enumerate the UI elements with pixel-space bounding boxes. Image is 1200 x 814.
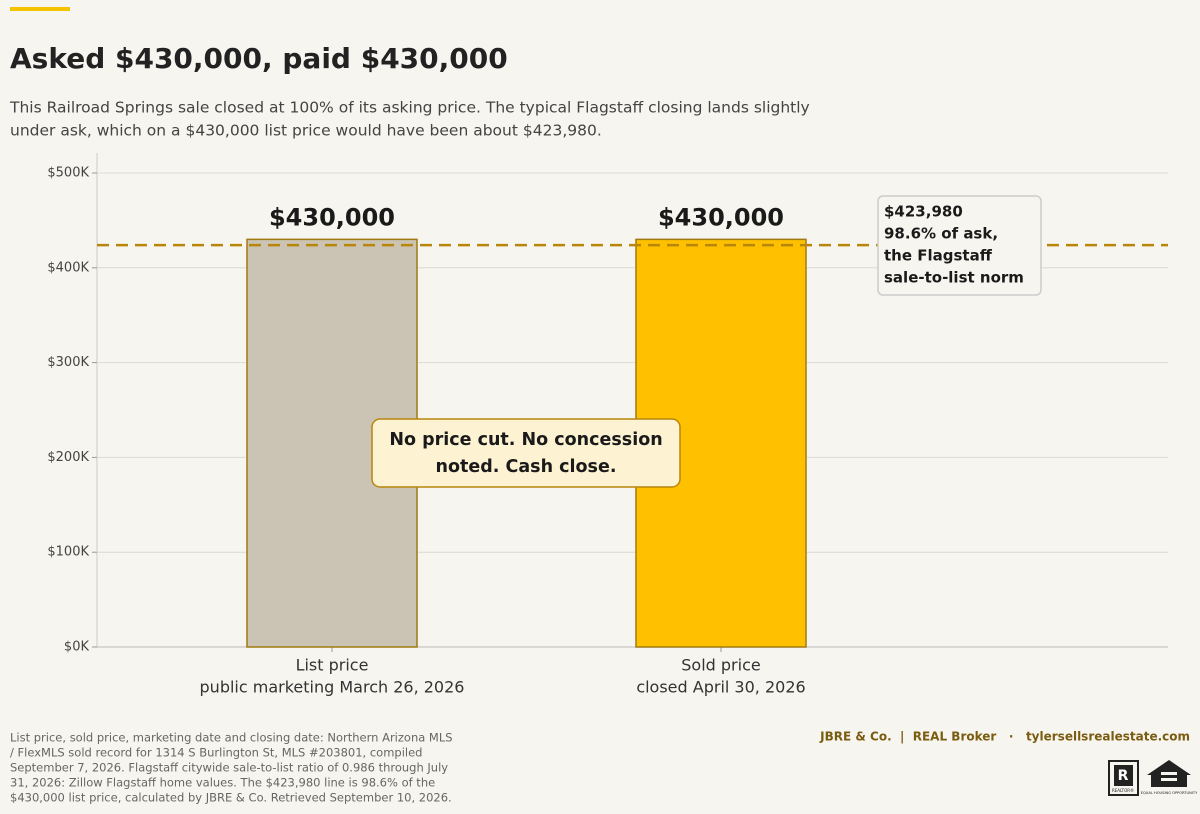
reference-label: the Flagstaff bbox=[884, 247, 993, 265]
source-note: 31, 2026: Zillow Flagstaff home values. … bbox=[10, 776, 435, 790]
source-note: September 7, 2026. Flagstaff citywide sa… bbox=[10, 761, 448, 775]
y-tick-label: $300K bbox=[47, 355, 89, 370]
y-tick-label: $100K bbox=[47, 545, 89, 560]
chart-title: Asked $430,000, paid $430,000 bbox=[10, 42, 508, 75]
x-tick-note: closed April 30, 2026 bbox=[636, 678, 805, 697]
realtor-logo: R REALTOR® bbox=[1108, 760, 1139, 796]
annotation: noted. Cash close. bbox=[436, 457, 617, 477]
x-tick-note: public marketing March 26, 2026 bbox=[200, 678, 465, 697]
y-tick-label: $400K bbox=[47, 260, 89, 275]
source-note: List price, sold price, marketing date a… bbox=[10, 731, 453, 745]
logo-label: REALTOR® bbox=[1112, 788, 1134, 793]
reference-label-box bbox=[877, 195, 1042, 296]
annotation: No price cut. No concession bbox=[389, 430, 662, 450]
y-tick-label: $500K bbox=[47, 166, 89, 181]
y-tick-label: $0K bbox=[64, 640, 90, 655]
source-note: / FlexMLS sold record for 1314 S Burling… bbox=[10, 746, 422, 760]
subtitle: This Railroad Springs sale closed at 100… bbox=[9, 99, 810, 117]
value-label: $430,000 bbox=[269, 203, 395, 231]
annotation-box bbox=[371, 418, 681, 488]
x-tick-label: Sold price bbox=[681, 656, 760, 675]
source-note: $430,000 list price, calculated by JBRE … bbox=[10, 791, 452, 805]
subtitle: under ask, which on a $430,000 list pric… bbox=[10, 122, 602, 140]
accent-bar bbox=[10, 7, 70, 11]
reference-label: sale-to-list norm bbox=[884, 269, 1024, 287]
svg-text:R: R bbox=[1118, 768, 1129, 784]
y-tick-label: $200K bbox=[47, 450, 89, 465]
brand: JBRE & Co. | REAL Broker · tylersellsrea… bbox=[819, 730, 1190, 744]
value-label: $430,000 bbox=[658, 203, 784, 231]
logo-label: EQUAL HOUSING OPPORTUNITY bbox=[1141, 791, 1198, 795]
equal-housing-logo: EQUAL HOUSING OPPORTUNITY bbox=[1141, 760, 1198, 795]
reference-label: $423,980 bbox=[884, 203, 963, 221]
reference-label: 98.6% of ask, bbox=[884, 225, 998, 243]
x-tick-label: List price bbox=[296, 656, 369, 675]
